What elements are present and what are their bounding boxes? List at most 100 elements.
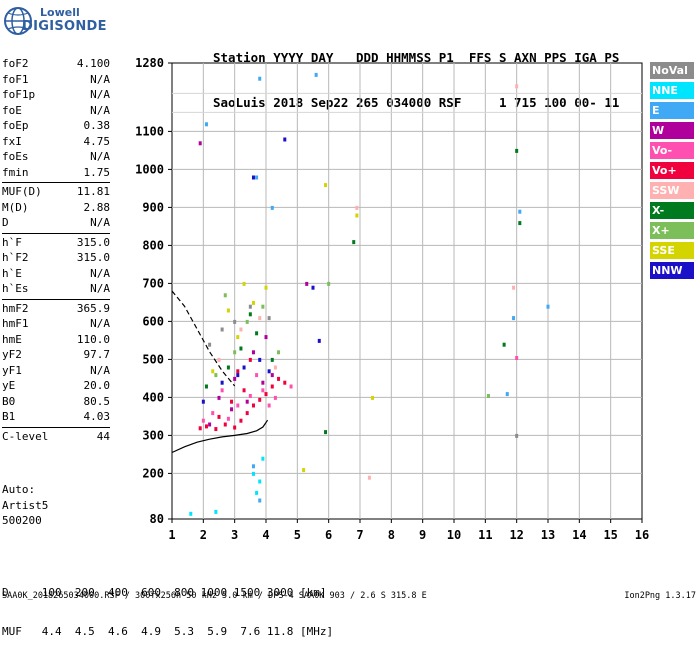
param-group-separator: [2, 426, 110, 428]
echo-point-ssw: [515, 84, 519, 89]
param-value: 315.0: [76, 235, 110, 249]
echo-point-vo-: [251, 403, 255, 408]
echo-point-vo-: [277, 376, 281, 381]
param-value: 4.03: [83, 410, 111, 423]
param-value: 110.0: [76, 332, 110, 346]
param-value: N/A: [90, 266, 110, 280]
legend-entry: W: [650, 122, 694, 139]
param-name: h`Es: [2, 282, 29, 295]
echo-point-e: [270, 205, 274, 210]
echo-point-e: [255, 175, 259, 180]
y-tick-label: 900: [142, 200, 164, 214]
param-name: yF1: [2, 363, 22, 377]
echo-point-nnw: [242, 365, 246, 370]
param-name: fmin: [2, 165, 29, 179]
echo-point-e: [505, 392, 509, 397]
echo-point-vo-: [242, 388, 246, 393]
echo-point-vo-: [248, 394, 252, 398]
echo-point-sse: [302, 468, 306, 473]
echo-point-vo-: [211, 411, 215, 416]
echo-point-vo-: [204, 424, 208, 429]
param-value: 2.88: [83, 200, 111, 214]
echo-point-nnw: [283, 137, 287, 142]
echo-point-x-: [204, 384, 208, 389]
echo-point-e: [204, 122, 208, 127]
echo-point-ssw: [239, 327, 243, 332]
x-tick-label: 8: [388, 528, 395, 542]
x-tick-label: 13: [541, 528, 555, 542]
legend-entry: X+: [650, 222, 694, 239]
echo-point-sse: [211, 369, 215, 374]
x-tick-label: 7: [356, 528, 363, 542]
echo-point-w: [245, 399, 249, 404]
echo-point-vo-: [223, 422, 227, 427]
echo-point-noval: [233, 319, 237, 324]
param-name: M(D): [2, 200, 29, 214]
echo-point-x-: [327, 281, 331, 286]
auto-version: 500200: [2, 514, 42, 527]
echo-point-vo-: [233, 425, 237, 430]
echo-point-noval: [515, 433, 519, 438]
echo-point-vo-: [239, 418, 243, 423]
echo-point-vo-: [214, 427, 218, 432]
echo-point-ssw: [258, 316, 262, 321]
echo-point-nnw: [251, 175, 255, 180]
y-tick-label: 800: [142, 238, 164, 252]
echo-point-vo-: [264, 392, 268, 397]
echo-point-e: [518, 209, 522, 214]
echo-point-nnw: [220, 380, 224, 385]
echo-point-w: [208, 422, 212, 427]
param-name: hmF1: [2, 317, 29, 330]
x-tick-label: 11: [478, 528, 492, 542]
autoscaling-info: Auto: Artist5 500200: [2, 482, 48, 529]
echo-point-w: [233, 376, 237, 381]
lowell-digisonde-logo: Lowell DIGISONDE: [0, 0, 107, 42]
legend-entry: Vo+: [650, 162, 694, 179]
echo-point-x-: [245, 319, 249, 324]
echo-point-nnw: [267, 369, 271, 374]
echo-point-vo-: [198, 426, 202, 431]
echo-point-ssw: [217, 357, 221, 362]
param-row: h`F 315.0: [2, 236, 110, 252]
echo-point-w: [264, 335, 268, 340]
param-name: foEp: [2, 119, 29, 132]
echo-point-e: [512, 316, 516, 321]
echo-point-sse: [251, 300, 255, 305]
echo-point-e: [251, 464, 255, 469]
echo-point-nnw: [311, 285, 315, 290]
echo-point-vo-: [217, 414, 221, 419]
param-name: foEs: [2, 150, 29, 163]
echo-point-w: [198, 141, 202, 146]
legend-entry: SSW: [650, 182, 694, 199]
legend-entry: NoVal: [650, 62, 694, 79]
param-value: 4.75: [83, 134, 111, 148]
param-name: MUF(D): [2, 185, 42, 198]
echo-point-vo-: [283, 380, 287, 385]
echo-point-vo-: [261, 388, 265, 393]
echo-point-ssw: [273, 365, 277, 370]
echo-point-w: [230, 407, 234, 412]
echo-point-vo-: [245, 411, 249, 416]
legend-entry: Vo-: [650, 142, 694, 159]
x-tick-label: 9: [419, 528, 426, 542]
param-row: h`E N/A: [2, 267, 110, 283]
echo-point-sse: [226, 308, 230, 313]
echo-point-sse: [324, 183, 328, 188]
legend-entry: SSE: [650, 242, 694, 259]
station-header: Station YYYY DAY DDD HHMMSS P1 FFS S AXN…: [213, 20, 619, 125]
echo-point-x-: [214, 373, 218, 378]
param-name: fxI: [2, 134, 22, 148]
version-label: Ion2Png 1.3.17: [624, 591, 696, 601]
echo-point-x-: [515, 148, 519, 153]
echo-point-x-: [324, 430, 328, 435]
y-tick-label: 700: [142, 276, 164, 290]
param-row: B0 80.5: [2, 395, 110, 411]
echo-point-x-: [518, 221, 522, 226]
echo-point-x-: [255, 331, 259, 336]
echo-point-nnw: [236, 373, 240, 378]
echo-point-e: [546, 304, 550, 309]
param-row: h`F2 315.0: [2, 251, 110, 267]
ionogram-curve-dashed: [171, 290, 236, 387]
echo-point-x-: [223, 293, 227, 298]
param-row: C-level 44: [2, 430, 110, 446]
